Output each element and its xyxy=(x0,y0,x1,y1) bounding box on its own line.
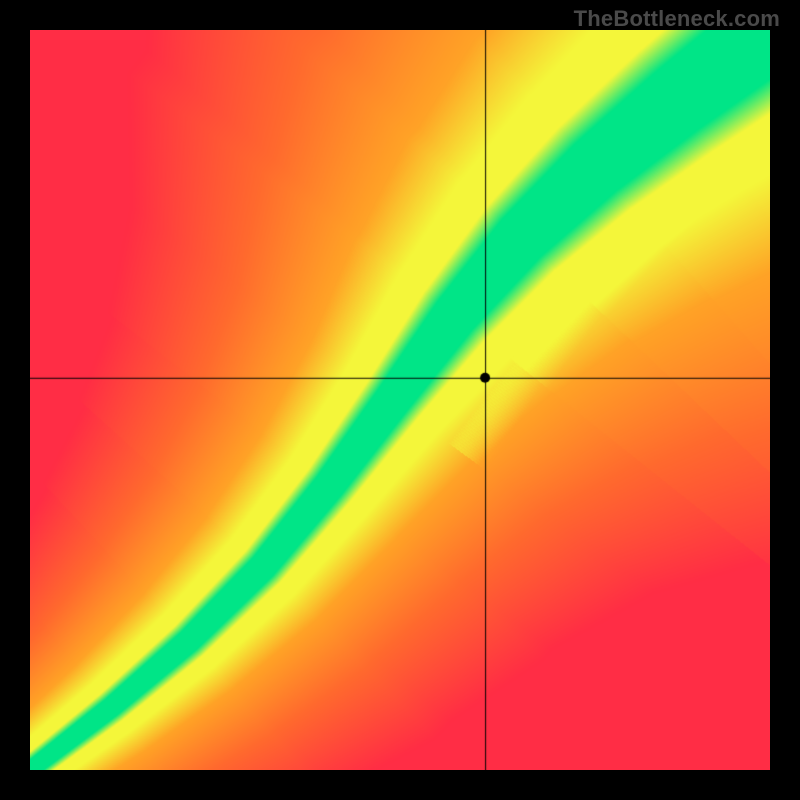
watermark-text: TheBottleneck.com xyxy=(574,6,780,32)
chart-container: TheBottleneck.com xyxy=(0,0,800,800)
bottleneck-heatmap xyxy=(30,30,770,770)
